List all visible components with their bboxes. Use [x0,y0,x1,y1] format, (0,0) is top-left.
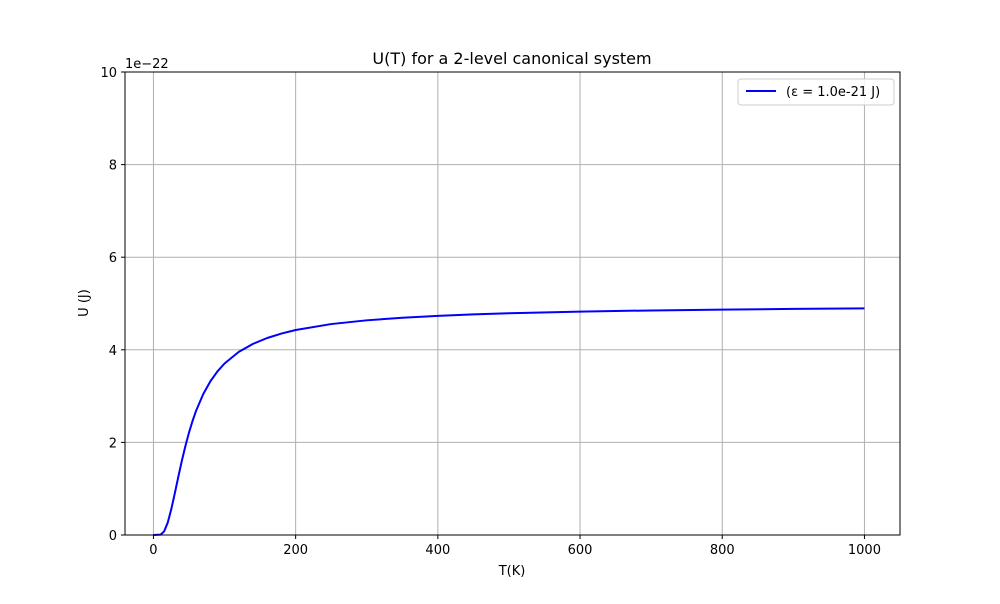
legend-label: (ε = 1.0e-21 J) [786,85,880,100]
x-tick-label: 800 [710,543,735,558]
x-tick-label: 1000 [848,543,881,558]
series-lines [153,307,865,536]
y-axis-ticks: 0 2 4 6 8 10 [100,66,125,544]
legend-box [737,78,895,106]
x-tick-label: 0 [149,543,157,558]
chart-title: U(T) for a 2-level canonical system [372,49,651,68]
x-axis-ticks: 0 200 400 600 800 1000 [149,535,881,558]
y-axis-label: U (J) [77,289,92,317]
y-tick-label: 2 [109,436,117,451]
x-tick-label: 600 [568,543,593,558]
x-axis-label: T(K) [498,564,526,579]
x-tick-label: 200 [283,543,308,558]
y-offset-text: 1e−22 [125,57,169,72]
y-tick-label: 6 [109,251,117,266]
series-line [153,307,865,536]
legend: (ε = 1.0e-21 J) [737,78,895,106]
plot-frame [124,71,901,536]
y-tick-label: 10 [100,66,117,81]
y-tick-label: 4 [109,344,117,359]
y-tick-label: 0 [109,529,117,544]
y-tick-label: 8 [109,159,117,174]
x-tick-label: 400 [425,543,450,558]
